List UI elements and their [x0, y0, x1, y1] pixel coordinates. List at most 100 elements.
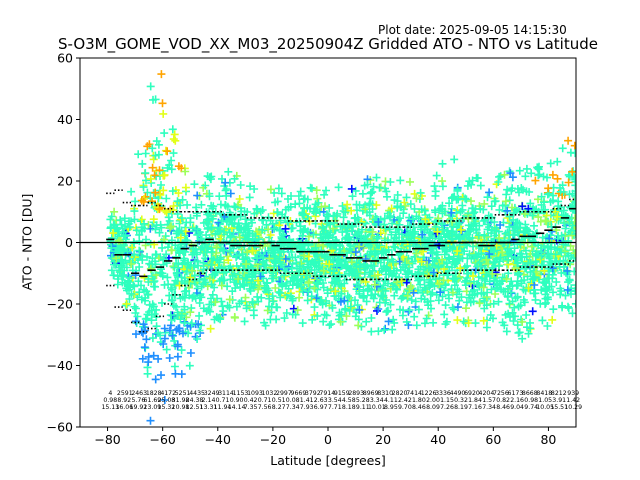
scatter-point	[347, 303, 356, 312]
scatter-point	[142, 335, 151, 344]
scatter-point	[131, 197, 140, 206]
scatter-point	[369, 182, 378, 191]
scatter-point	[448, 274, 457, 283]
scatter-point	[162, 345, 171, 354]
scatter-point	[431, 191, 440, 200]
scatter-point	[281, 205, 290, 214]
bin-stat-label: 2.16	[510, 397, 524, 404]
scatter-point	[483, 225, 492, 234]
scatter-point	[411, 270, 420, 279]
bin-stat-label: 13.31	[200, 404, 218, 411]
scatter-point	[568, 309, 576, 318]
scatter-point	[548, 315, 557, 324]
scatter-point	[519, 261, 527, 270]
y-tick-label: 60	[57, 51, 73, 66]
scatter-point	[299, 211, 308, 220]
scatter-point	[549, 305, 558, 314]
scatter-point	[321, 273, 330, 282]
scatter-point	[180, 256, 189, 265]
bin-stat-label: 1.41	[300, 397, 314, 404]
scatter-point	[453, 256, 462, 265]
scatter-point	[551, 250, 560, 259]
scatter-point	[457, 293, 466, 302]
scatter-point	[509, 209, 518, 218]
bin-stat-label: 6920	[464, 390, 480, 397]
scatter-point	[236, 181, 245, 189]
scatter-point	[531, 295, 540, 304]
scatter-point	[280, 314, 289, 323]
scatter-point	[361, 277, 370, 286]
scatter-point	[140, 285, 148, 294]
scatter-point	[425, 229, 434, 238]
scatter-point	[117, 255, 126, 264]
scatter-point	[396, 305, 404, 314]
scatter-point	[435, 280, 444, 288]
bin-stat-label: 7256	[493, 390, 509, 397]
scatter-point	[226, 247, 235, 256]
scatter-point	[570, 267, 576, 276]
scatter-point	[138, 159, 147, 168]
scatter-point	[151, 225, 160, 234]
scatter-point	[156, 220, 165, 229]
scatter-point	[159, 340, 168, 348]
scatter-point	[401, 260, 410, 269]
scatter-point	[411, 253, 420, 261]
scatter-point	[207, 223, 216, 232]
scatter-point	[162, 194, 171, 203]
scatter-point	[266, 185, 275, 194]
scatter-point	[469, 277, 478, 286]
scatter-point	[412, 194, 421, 203]
scatter-point	[449, 305, 458, 314]
scatter-point	[201, 278, 210, 287]
bin-stat-label: 3792	[305, 390, 321, 397]
x-tick-label: 60	[485, 432, 501, 447]
scatter-point	[151, 95, 160, 104]
scatter-point	[374, 255, 383, 264]
scatter-point	[430, 282, 439, 291]
scatter-point	[404, 307, 413, 316]
scatter-point	[233, 240, 242, 249]
scatter-point	[130, 215, 139, 224]
scatter-point	[288, 310, 297, 319]
scatter-point	[171, 276, 180, 285]
scatter-point	[565, 190, 574, 199]
bin-stat-label: 16.06	[115, 404, 133, 411]
scatter-point	[368, 205, 377, 213]
scatter-point	[178, 292, 187, 301]
scatter-point	[305, 282, 314, 291]
scatter-point	[173, 342, 182, 351]
scatter-point	[165, 291, 174, 300]
scatter-point	[128, 258, 137, 267]
scatter-point	[204, 243, 212, 252]
scatter-point	[213, 268, 221, 277]
scatter-point	[482, 323, 491, 332]
scatter-point	[141, 149, 150, 158]
scatter-point	[538, 261, 547, 270]
scatter-point	[329, 224, 338, 233]
scatter-point	[293, 279, 302, 288]
scatter-point	[475, 221, 484, 230]
scatter-point	[517, 184, 526, 192]
scatter-point	[526, 318, 534, 327]
y-tick-label: −60	[47, 420, 73, 435]
scatter-point	[274, 184, 283, 193]
scatter-point	[225, 239, 234, 248]
scatter-point	[168, 125, 177, 134]
scatter-point	[243, 248, 252, 257]
scatter-point	[319, 317, 328, 326]
scatter-point	[497, 277, 506, 286]
x-tick-label: −80	[94, 432, 120, 447]
scatter-point	[505, 222, 514, 231]
scatter-point	[521, 220, 530, 229]
bin-stat-label: 8.92	[117, 397, 131, 404]
scatter-point	[388, 257, 397, 266]
scatter-point	[202, 248, 211, 257]
scatter-point	[519, 285, 528, 294]
bin-stat-label: 8212	[551, 390, 567, 397]
scatter-point	[109, 229, 118, 238]
scatter-point	[568, 231, 576, 240]
bin-stat-label: 2.63	[314, 397, 328, 404]
scatter-point	[536, 299, 545, 308]
bin-stat-label: 2.14	[202, 397, 216, 404]
scatter-point	[147, 306, 156, 315]
